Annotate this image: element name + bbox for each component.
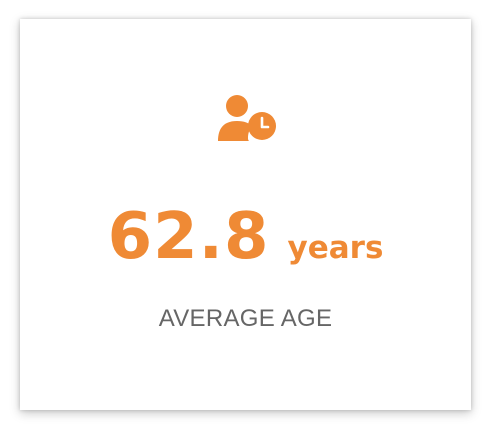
- user-clock-icon: [216, 94, 280, 144]
- average-age-unit: years: [287, 230, 384, 266]
- average-age-card: 62.8 years AVERAGE AGE: [20, 19, 471, 410]
- average-age-value: 62.8: [107, 200, 270, 274]
- average-age-value-row: 62.8 years: [20, 197, 471, 277]
- average-age-caption: AVERAGE AGE: [158, 305, 333, 332]
